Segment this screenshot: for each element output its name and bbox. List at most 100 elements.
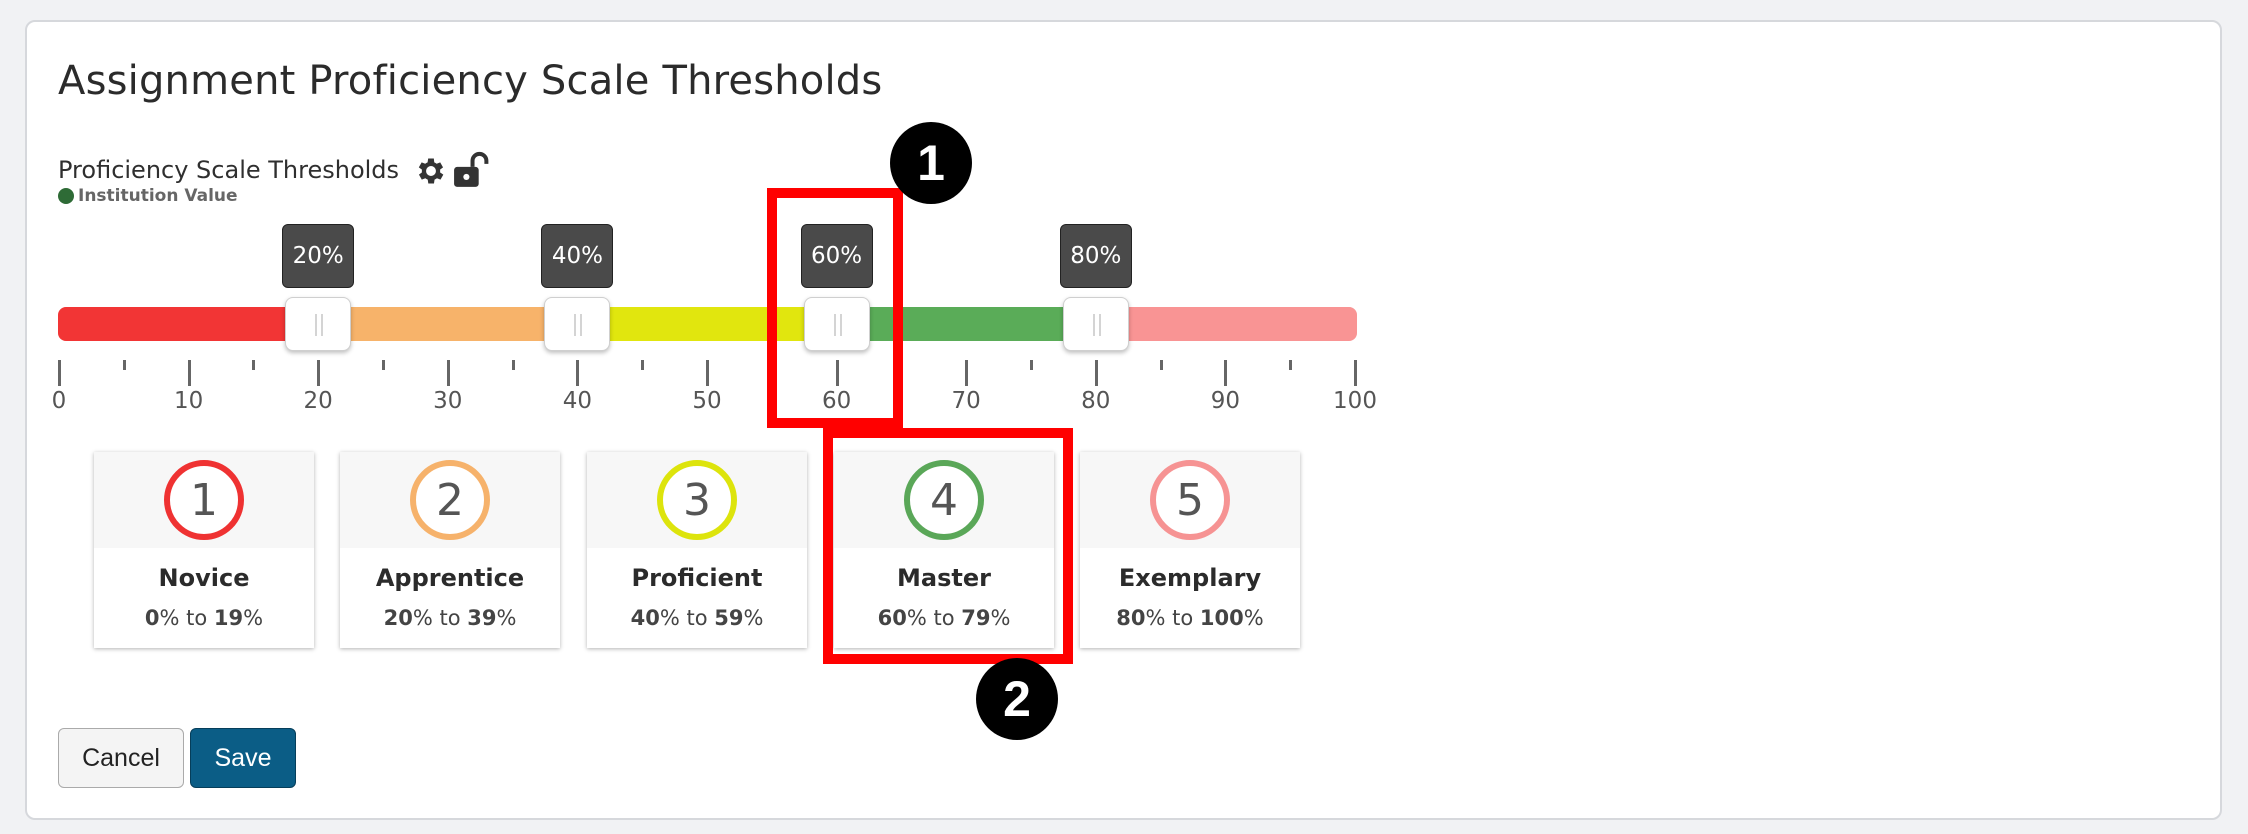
level-range: 40% to 59%	[587, 606, 807, 630]
range-from: 0	[144, 606, 160, 630]
minor-tick	[900, 360, 904, 370]
major-tick	[317, 360, 321, 386]
percent-sign: %	[1145, 606, 1166, 630]
institution-value-text: Institution Value	[78, 186, 238, 206]
level-card-header: 3	[587, 452, 807, 548]
level-number-circle: 3	[657, 460, 737, 540]
percent-sign: %	[906, 606, 927, 630]
tick-label: 80	[1081, 388, 1111, 414]
save-button[interactable]: Save	[190, 728, 296, 788]
level-name: Exemplary	[1118, 564, 1262, 592]
major-tick	[706, 360, 709, 386]
level-number-circle: 1	[164, 460, 244, 540]
percent-sign: %	[412, 606, 433, 630]
percent-sign: %	[659, 606, 680, 630]
level-card-novice[interactable]: 1 Novice 0% to 19%	[94, 452, 314, 648]
level-name: Novice	[158, 564, 250, 592]
range-to: 59	[714, 606, 744, 630]
major-tick	[187, 360, 191, 386]
thresholds-panel	[25, 20, 2222, 820]
minor-tick	[1030, 360, 1033, 370]
thresholds-label: Proficiency Scale Thresholds	[58, 156, 400, 184]
range-separator: to	[432, 606, 468, 630]
slider-tooltip-1: 20%	[282, 224, 355, 288]
level-number-circle: 4	[904, 460, 984, 540]
range-from: 60	[877, 606, 907, 630]
percent-sign: %	[496, 606, 517, 630]
level-name: Proficient	[631, 564, 763, 592]
percent-sign: %	[743, 606, 764, 630]
tick-label: 60	[821, 388, 852, 414]
callout-badge-1: 1	[890, 122, 972, 204]
level-card-header: 1	[94, 452, 314, 548]
level-number-circle: 2	[410, 460, 490, 540]
percent-sign: %	[243, 606, 264, 630]
page-title: Assignment Proficiency Scale Thresholds	[58, 58, 883, 104]
level-card-apprentice[interactable]: 2 Apprentice 20% to 39%	[340, 452, 560, 648]
tick-label: 40	[562, 388, 593, 414]
level-range: 0% to 19%	[94, 606, 314, 630]
level-range: 20% to 39%	[340, 606, 560, 630]
minor-tick	[382, 360, 385, 370]
gear-icon[interactable]	[414, 154, 448, 188]
slider-segment-2	[317, 307, 578, 341]
range-to: 79	[961, 606, 991, 630]
unlocked-padlock-icon[interactable]	[452, 150, 490, 190]
percent-sign: %	[159, 606, 180, 630]
major-tick	[446, 360, 450, 386]
major-tick	[1094, 360, 1098, 386]
percent-sign: %	[1243, 606, 1264, 630]
level-card-header: 2	[340, 452, 560, 548]
major-tick	[835, 360, 839, 386]
range-to: 39	[467, 606, 497, 630]
percent-sign: %	[990, 606, 1011, 630]
slider-handle-4[interactable]	[1062, 297, 1129, 351]
range-to: 100	[1199, 606, 1244, 630]
slider-segment-1	[58, 307, 318, 341]
tick-label: 90	[1210, 388, 1241, 414]
tick-label: 50	[692, 388, 722, 414]
minor-tick	[122, 360, 126, 370]
major-tick	[1354, 360, 1357, 386]
slider-handle-1[interactable]	[285, 297, 352, 351]
level-number-circle: 5	[1150, 460, 1230, 540]
range-from: 40	[630, 606, 660, 630]
major-tick	[58, 360, 61, 386]
level-card-header: 5	[1080, 452, 1300, 548]
minor-tick	[770, 360, 774, 370]
slider-handle-2[interactable]	[544, 297, 611, 351]
level-card-header: 4	[834, 452, 1054, 548]
proficiency-slider-track[interactable]	[58, 307, 1357, 341]
tick-label: 100	[1333, 388, 1377, 414]
slider-handle-3[interactable]	[803, 297, 870, 351]
level-card-exemplary[interactable]: 5 Exemplary 80% to 100%	[1080, 452, 1300, 648]
range-separator: to	[1165, 606, 1200, 630]
range-to: 19	[213, 606, 244, 630]
tick-label: 0	[51, 388, 67, 414]
cancel-button[interactable]: Cancel	[58, 728, 184, 788]
slider-tooltip-3: 60%	[800, 224, 873, 288]
minor-tick	[1289, 360, 1293, 370]
range-separator: to	[926, 606, 962, 630]
range-separator: to	[179, 606, 214, 630]
tick-label: 30	[433, 388, 463, 414]
institution-value-indicator: Institution Value	[58, 186, 238, 206]
level-name: Apprentice	[375, 564, 525, 592]
level-card-master[interactable]: 4 Master 60% to 79%	[834, 452, 1054, 648]
minor-tick	[1159, 360, 1163, 370]
major-tick	[576, 360, 580, 386]
status-dot-icon	[58, 188, 74, 204]
range-separator: to	[679, 606, 715, 630]
slider-segment-5	[1097, 307, 1357, 341]
level-range: 80% to 100%	[1080, 606, 1300, 630]
slider-tooltip-4: 80%	[1059, 224, 1132, 288]
tick-label: 20	[303, 388, 333, 414]
minor-tick	[641, 360, 645, 370]
minor-tick	[252, 360, 256, 370]
level-range: 60% to 79%	[834, 606, 1054, 630]
callout-badge-2: 2	[976, 658, 1058, 740]
range-from: 80	[1116, 606, 1146, 630]
level-name: Master	[897, 564, 991, 592]
range-from: 20	[383, 606, 413, 630]
level-card-proficient[interactable]: 3 Proficient 40% to 59%	[587, 452, 807, 648]
